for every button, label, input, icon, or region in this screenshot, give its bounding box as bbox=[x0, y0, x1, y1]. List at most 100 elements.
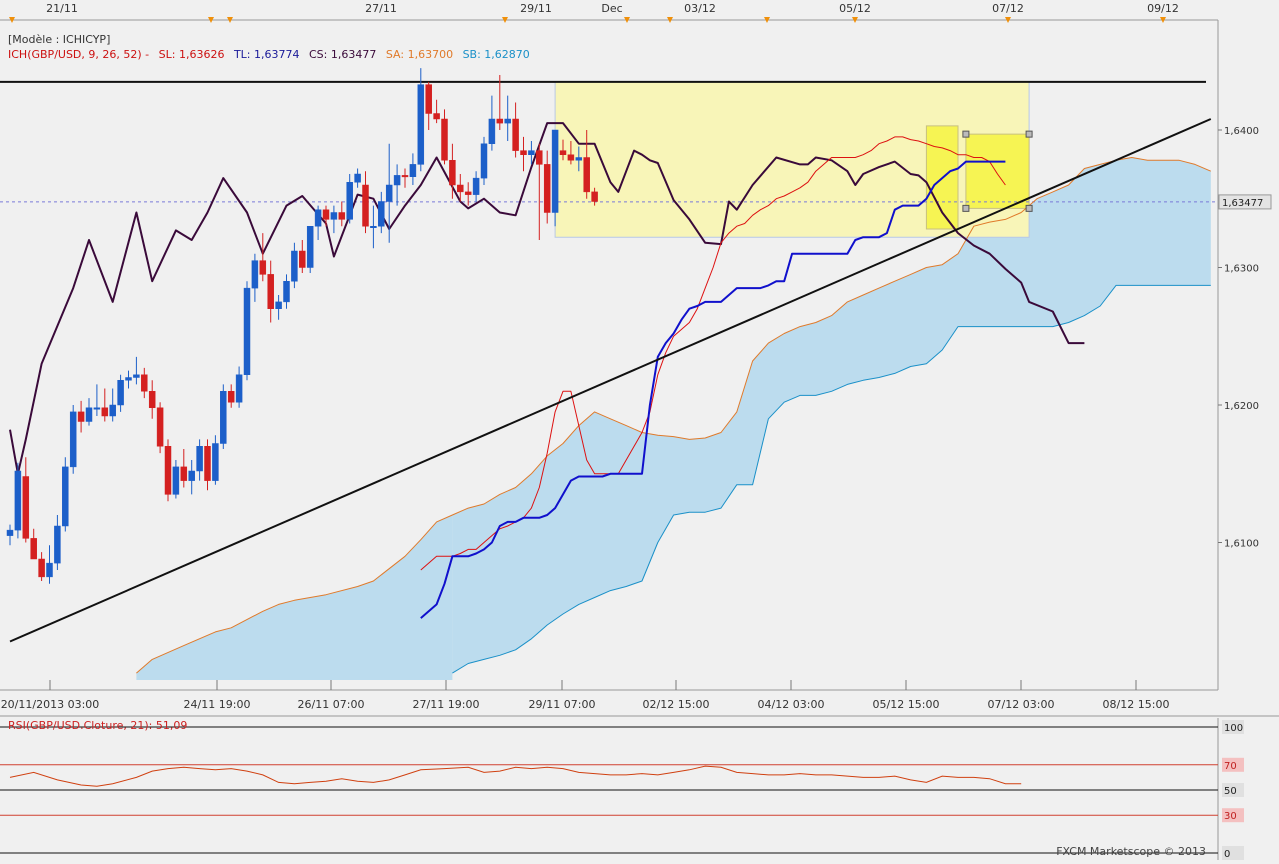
current-price-badge bbox=[1218, 194, 1272, 210]
rsi-tick-badge bbox=[1222, 808, 1244, 823]
candle-body bbox=[30, 538, 37, 560]
senkou-span-b-line bbox=[452, 284, 1211, 674]
trendline bbox=[9, 118, 1212, 643]
candle-body bbox=[62, 466, 69, 527]
candle-body bbox=[109, 404, 116, 417]
candle-body bbox=[464, 191, 472, 195]
candle-body bbox=[322, 209, 330, 220]
top-date-label: Dec bbox=[601, 2, 622, 15]
candle-body bbox=[314, 209, 322, 227]
indicator-values: ICH(GBP/USD, 9, 26, 52) - SL: 1,63626 TL… bbox=[8, 47, 536, 62]
top-date-label: 07/12 bbox=[992, 2, 1024, 15]
senkou-span-a-line bbox=[136, 157, 1211, 674]
copyright-text: FXCM Marketscope © 2013 bbox=[1056, 845, 1206, 858]
rsi-tick-badge bbox=[1222, 720, 1244, 734]
top-date-label: 09/12 bbox=[1147, 2, 1179, 15]
selection-handle bbox=[1025, 130, 1033, 138]
bottom-date-label: 05/12 15:00 bbox=[873, 698, 940, 711]
candle-body bbox=[551, 129, 559, 213]
y-tick-label: 1,6100 bbox=[1224, 539, 1259, 550]
candle-body bbox=[433, 113, 440, 120]
y-tick-label: 1,6300 bbox=[1224, 264, 1259, 275]
bottom-date-label: 20/11/2013 03:00 bbox=[1, 698, 100, 711]
candle-body bbox=[69, 411, 77, 468]
y-tick-label: 1,6200 bbox=[1224, 401, 1259, 412]
candle-body bbox=[401, 175, 409, 178]
bottom-date-label: 04/12 03:00 bbox=[758, 698, 825, 711]
tl-value: TL: 1,63774 bbox=[233, 48, 300, 61]
candle-body bbox=[591, 191, 598, 202]
candle-body bbox=[133, 374, 140, 378]
candle-body bbox=[93, 407, 101, 410]
candle-body bbox=[180, 466, 188, 481]
rsi-tick-badge bbox=[1222, 846, 1244, 860]
candle-body bbox=[283, 281, 290, 303]
event-marker-icon bbox=[624, 17, 630, 23]
sa-value: SA: 1,63700 bbox=[385, 48, 454, 61]
bottom-date-label: 07/12 03:00 bbox=[988, 698, 1055, 711]
candle-body bbox=[472, 177, 480, 195]
candle-body bbox=[528, 150, 535, 155]
candle-body bbox=[148, 391, 156, 408]
candle-body bbox=[480, 143, 488, 179]
bottom-date-label: 08/12 15:00 bbox=[1103, 698, 1170, 711]
candle-body bbox=[22, 476, 30, 539]
candle-body bbox=[346, 182, 353, 220]
candle-body bbox=[583, 157, 590, 193]
bottom-date-label: 27/11 19:00 bbox=[413, 698, 480, 711]
candle-body bbox=[204, 446, 211, 481]
candle-body bbox=[267, 274, 274, 309]
cs-value: CS: 1,63477 bbox=[309, 48, 377, 61]
candle-body bbox=[172, 466, 180, 495]
top-date-label: 29/11 bbox=[520, 2, 552, 15]
candle-body bbox=[243, 287, 251, 375]
candle-body bbox=[370, 226, 377, 228]
highlight-box-2 bbox=[965, 133, 1030, 209]
rsi-plot-area[interactable] bbox=[0, 718, 1218, 856]
rsi-tick-label: 30 bbox=[1224, 811, 1237, 822]
event-marker-icon bbox=[502, 17, 508, 23]
candle-body bbox=[117, 380, 124, 406]
candle-body bbox=[6, 529, 14, 536]
current-price-label: 1,63477 bbox=[1222, 198, 1263, 209]
candle-body bbox=[227, 391, 235, 403]
candle-body bbox=[457, 184, 464, 193]
y-tick-label: 1,6400 bbox=[1224, 126, 1259, 137]
bottom-date-label: 29/11 07:00 bbox=[529, 698, 596, 711]
candle-body bbox=[220, 391, 227, 444]
selection-handle bbox=[962, 130, 970, 138]
candle-body bbox=[85, 407, 93, 422]
rsi-tick-label: 50 bbox=[1224, 786, 1237, 797]
candle-body bbox=[275, 301, 282, 309]
candle-body bbox=[520, 150, 527, 155]
candle-body bbox=[362, 184, 369, 227]
candle-body bbox=[417, 84, 425, 165]
candle-body bbox=[449, 160, 456, 186]
candle-body bbox=[77, 411, 85, 422]
candle-body bbox=[235, 374, 243, 403]
candle-body bbox=[196, 446, 203, 472]
event-marker-icon bbox=[227, 17, 233, 23]
selection-handle bbox=[962, 204, 970, 212]
candle-body bbox=[512, 118, 519, 151]
candle-body bbox=[378, 201, 385, 227]
chikou-span-line bbox=[9, 122, 1085, 475]
candle-body bbox=[567, 154, 575, 161]
candle-body bbox=[251, 260, 259, 289]
candle-body bbox=[54, 525, 61, 564]
event-marker-icon bbox=[852, 17, 858, 23]
event-marker-icon bbox=[1005, 17, 1011, 23]
candle-body bbox=[259, 260, 267, 275]
bottom-date-label: 02/12 15:00 bbox=[643, 698, 710, 711]
candle-body bbox=[409, 164, 417, 177]
candle-body bbox=[393, 175, 401, 186]
candle-body bbox=[164, 446, 172, 495]
kijun-sen-line bbox=[420, 160, 1006, 619]
candle-body bbox=[385, 184, 393, 202]
top-date-label: 05/12 bbox=[839, 2, 871, 15]
bottom-date-label: 24/11 19:00 bbox=[184, 698, 251, 711]
top-date-label: 03/12 bbox=[684, 2, 716, 15]
candle-body bbox=[299, 250, 306, 268]
